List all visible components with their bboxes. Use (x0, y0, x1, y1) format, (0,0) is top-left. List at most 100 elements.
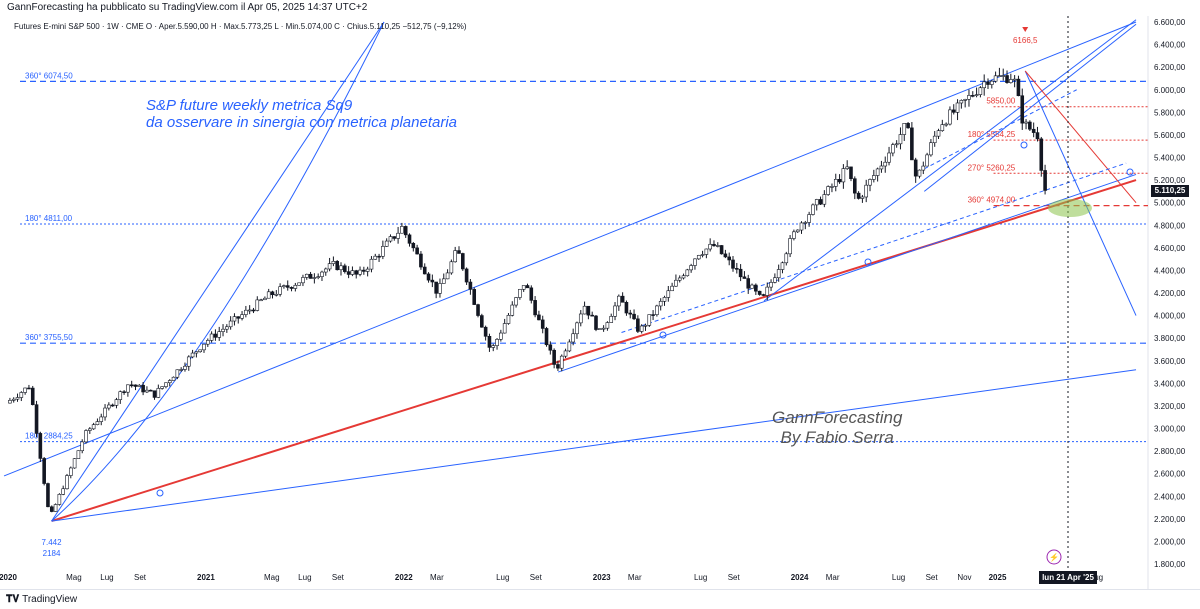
candle-body (997, 75, 1002, 77)
candle-body (696, 255, 701, 260)
candle-body (202, 343, 206, 351)
candle-body (331, 261, 336, 264)
candle-body (925, 154, 929, 167)
y-tick-label: 2.800,00 (1154, 447, 1186, 456)
x-tick-label: Set (926, 573, 939, 582)
candle-body (974, 94, 979, 96)
x-tick-label: 2024 (791, 573, 809, 582)
candle-body (346, 271, 351, 275)
y-tick-label: 3.000,00 (1154, 425, 1186, 434)
candle-body (1043, 170, 1047, 191)
gann-line (763, 19, 1137, 302)
candle-body (731, 259, 735, 269)
candle-body (704, 248, 709, 255)
candle-body (906, 123, 910, 129)
gann-line (51, 179, 1137, 523)
candle-body (46, 483, 50, 508)
candle-body (186, 356, 191, 367)
candle-body (841, 168, 846, 183)
candle-body (860, 196, 865, 199)
gann-line (51, 21, 385, 522)
candle-body (822, 194, 827, 205)
candle-body (575, 322, 579, 335)
candle-body (350, 270, 355, 275)
candle-body (932, 135, 937, 144)
candle-body (715, 245, 720, 247)
candle-body (270, 291, 275, 296)
candle-body (1035, 132, 1040, 140)
candle-body (297, 282, 301, 286)
y-tick-label: 2.400,00 (1154, 492, 1186, 501)
candle-body (1024, 121, 1028, 124)
candle-body (742, 276, 747, 279)
candle-body (179, 369, 183, 371)
gann-line (1024, 70, 1137, 203)
candle-body (590, 314, 594, 317)
x-tick-label: 2020 (0, 573, 17, 582)
candle-body (929, 142, 933, 156)
candle-body (388, 236, 393, 242)
candle-body (639, 325, 644, 332)
candles (8, 67, 1047, 513)
candle-body (114, 399, 119, 406)
candle-body (362, 269, 366, 272)
candle-body (970, 95, 975, 97)
candle-body (403, 226, 408, 236)
candle-body (487, 336, 492, 348)
last-price-badge: 5.110,25 (1151, 185, 1189, 197)
y-tick-label: 5.000,00 (1154, 199, 1186, 208)
gann-levels: 360° 6074,50 180° 4811,00 360° 3755,50 180°… (20, 71, 1148, 443)
level-label: 360° 6074,50 (25, 71, 73, 80)
candle-body (91, 424, 96, 430)
x-tick-label: 2022 (395, 573, 413, 582)
y-tick-label: 4.600,00 (1154, 244, 1186, 253)
candle-body (141, 384, 145, 393)
candle-body (499, 332, 503, 340)
candle-body (23, 387, 27, 393)
candle-body (377, 255, 381, 258)
candle-body (240, 314, 244, 319)
support-zone-highlight (1048, 199, 1092, 217)
candle-body (689, 265, 693, 271)
candle-body (107, 404, 111, 409)
candle-body (285, 285, 290, 288)
gann-line (621, 162, 1127, 333)
candle-body (620, 295, 625, 303)
x-tick-label: Nov (957, 573, 971, 582)
candle-body (1009, 79, 1013, 83)
candle-body (769, 282, 773, 288)
level-label: 360° 4974,00 (968, 196, 1016, 205)
candle-body (719, 245, 724, 255)
candle-body (438, 283, 442, 294)
candle-body (784, 253, 789, 264)
candle-body (677, 277, 682, 281)
candle-body (194, 351, 199, 354)
price-axis: 1.800,00 2.000,00 2.200,00 2.400,00 2.600,00… (1154, 18, 1186, 569)
candle-body (190, 352, 195, 358)
candle-body (42, 458, 46, 484)
candle-body (293, 284, 298, 289)
candle-body (757, 290, 762, 295)
candle-body (826, 186, 830, 195)
candle-body (289, 287, 294, 289)
level-label: 270° 5260,25 (968, 163, 1016, 172)
candle-body (833, 179, 838, 187)
candle-body (1012, 78, 1017, 81)
candle-body (864, 184, 869, 198)
candle-body (651, 314, 655, 316)
candle-body (327, 263, 332, 270)
level-label: 180° 4811,00 (25, 214, 73, 223)
candle-body (457, 250, 461, 254)
candle-body (502, 323, 507, 334)
candle-body (917, 169, 922, 177)
y-tick-label: 3.600,00 (1154, 357, 1186, 366)
candle-body (15, 397, 20, 400)
candle-body (392, 236, 397, 239)
candle-body (605, 322, 610, 329)
candlestick-chart[interactable]: 360° 6074,50 180° 4811,00 360° 3755,50 180°… (0, 0, 1200, 589)
gann-line (51, 369, 1137, 522)
candle-body (609, 316, 614, 323)
candle-body (883, 161, 888, 167)
tradingview-logo[interactable]: 𝐓𝐕 TradingView (6, 594, 77, 605)
gann-arc (51, 21, 385, 522)
